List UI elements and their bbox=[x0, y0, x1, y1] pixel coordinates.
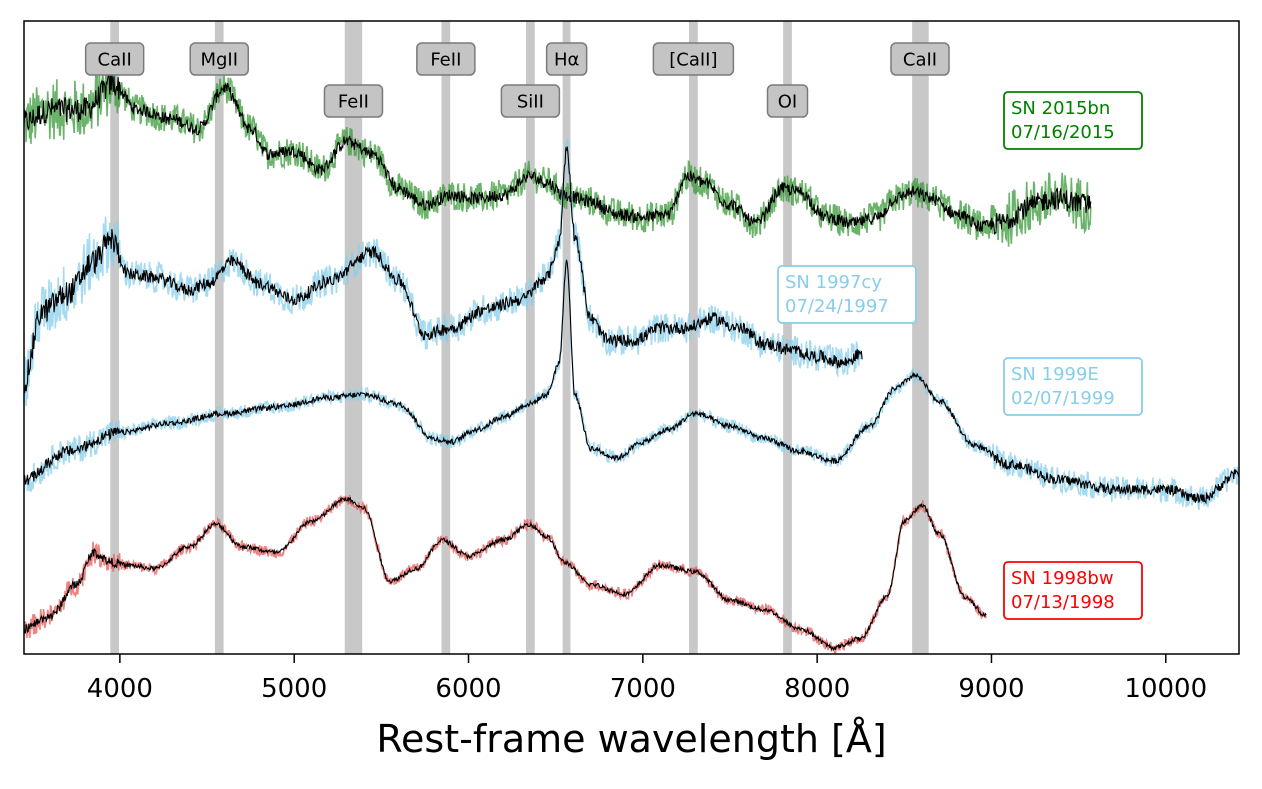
x-axis-title: Rest-frame wavelength [Å] bbox=[376, 717, 886, 761]
series-sn-1999e bbox=[23, 257, 1240, 510]
series-raw-line-3 bbox=[23, 495, 987, 655]
line-tag-4: SiII bbox=[500, 84, 561, 118]
line-band-4 bbox=[526, 21, 535, 654]
sn-label-name-3: SN 1998bw bbox=[1011, 568, 1114, 589]
x-tick-label-2: 6000 bbox=[435, 674, 501, 704]
line-tag-5: Hα bbox=[545, 42, 588, 76]
x-tick-label-1: 5000 bbox=[261, 674, 327, 704]
line-tag-7: OI bbox=[766, 84, 809, 118]
line-tag-box-7 bbox=[766, 84, 809, 118]
sn-label-date-2: 02/07/1999 bbox=[1011, 388, 1115, 409]
line-tag-label-6: [CaII] bbox=[669, 50, 717, 71]
series-sn-1998bw bbox=[23, 495, 987, 655]
line-band-1 bbox=[214, 21, 224, 654]
sn-label-0: SN 2015bn 07/16/2015 bbox=[1003, 91, 1143, 150]
line-tag-box-5 bbox=[545, 42, 588, 76]
sn-label-1: SN 1997cy 07/24/1997 bbox=[777, 265, 917, 324]
line-tag-label-4: SiII bbox=[517, 92, 544, 113]
line-tag-box-4 bbox=[500, 84, 561, 118]
x-tick-label-0: 4000 bbox=[87, 674, 153, 704]
line-tag-box-8 bbox=[890, 42, 950, 76]
line-tag-label-2: FeII bbox=[338, 92, 369, 113]
line-tag-6: [CaII] bbox=[652, 42, 735, 76]
line-band-6 bbox=[689, 21, 698, 654]
line-tag-box-1 bbox=[189, 42, 249, 76]
plot-frame bbox=[23, 20, 1240, 655]
line-tag-label-5: Hα bbox=[554, 50, 579, 71]
series-smoothed-line-1 bbox=[23, 146, 863, 394]
sn-label-box-2 bbox=[1003, 357, 1143, 416]
line-band-8 bbox=[912, 21, 929, 654]
sn-label-3: SN 1998bw 07/13/1998 bbox=[1003, 561, 1143, 620]
line-tag-label-7: OI bbox=[778, 92, 797, 113]
line-tag-2: FeII bbox=[323, 84, 384, 118]
line-band-5 bbox=[562, 21, 571, 654]
sn-label-box-3 bbox=[1003, 561, 1143, 620]
sn-label-name-0: SN 2015bn bbox=[1011, 98, 1110, 119]
x-axis: 4000 5000 6000 7000 8000 9000 10000 bbox=[87, 654, 1207, 704]
x-tick-label-4: 8000 bbox=[784, 674, 850, 704]
line-tag-box-6 bbox=[652, 42, 735, 76]
series-sn-2015bn bbox=[23, 62, 1092, 247]
sn-label-box-0 bbox=[1003, 91, 1143, 150]
line-tag-label-3: FeII bbox=[430, 50, 461, 71]
line-tag-label-8: CaII bbox=[903, 50, 937, 71]
series-smoothed-line-2 bbox=[23, 259, 1240, 505]
sn-label-date-1: 07/24/1997 bbox=[785, 296, 889, 317]
sn-label-box-1 bbox=[777, 265, 917, 324]
x-tick-label-3: 7000 bbox=[610, 674, 676, 704]
line-tag-3: FeII bbox=[416, 42, 476, 76]
sn-label-2: SN 1999E 02/07/1999 bbox=[1003, 357, 1143, 416]
line-tag-label-0: CaII bbox=[98, 50, 132, 71]
line-tag-1: MgII bbox=[189, 42, 249, 76]
spectra-series bbox=[23, 62, 1240, 655]
line-tag-0: CaII bbox=[84, 42, 145, 76]
series-smoothed-line-0 bbox=[23, 73, 1092, 235]
line-band-7 bbox=[783, 21, 792, 654]
line-tag-box-2 bbox=[323, 84, 384, 118]
line-tag-label-1: MgII bbox=[200, 50, 238, 71]
line-marker-tags: CaII MgII FeII FeII SiII Hα [CaII] OI CaII bbox=[84, 42, 950, 118]
sn-label-name-2: SN 1999E bbox=[1011, 364, 1099, 385]
sn-label-date-3: 07/13/1998 bbox=[1011, 592, 1115, 613]
x-tick-label-5: 9000 bbox=[958, 674, 1024, 704]
x-tick-label-6: 10000 bbox=[1124, 674, 1207, 704]
series-raw-line-0 bbox=[23, 62, 1092, 247]
line-tag-8: CaII bbox=[890, 42, 950, 76]
series-smoothed-line-3 bbox=[23, 496, 987, 651]
series-sn-1997cy bbox=[23, 136, 863, 407]
line-tag-box-3 bbox=[416, 42, 476, 76]
line-tag-box-0 bbox=[84, 42, 145, 76]
line-band-0 bbox=[110, 21, 120, 654]
sn-label-date-0: 07/16/2015 bbox=[1011, 122, 1115, 143]
sn-label-name-1: SN 1997cy bbox=[785, 272, 882, 293]
